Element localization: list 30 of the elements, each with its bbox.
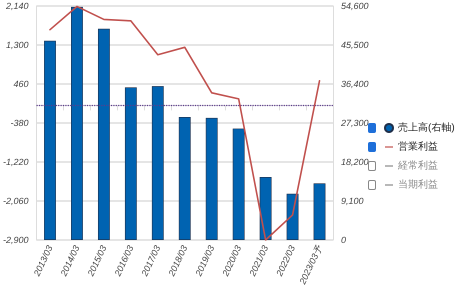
legend-label: 売上高(右軸) xyxy=(398,122,455,134)
y-tick-label: -2,900 xyxy=(2,235,29,245)
bar xyxy=(124,87,137,240)
y-tick-label: 1,300 xyxy=(6,40,29,50)
y2-tick-label: 18,200 xyxy=(341,157,369,167)
bar xyxy=(178,117,191,240)
y2-tick-label: 45,500 xyxy=(341,40,369,50)
y2-tick-label: 36,400 xyxy=(341,79,369,89)
bar xyxy=(286,194,298,240)
y-tick-label: 460 xyxy=(13,79,29,89)
y2-tick-label: 0 xyxy=(341,235,346,245)
legend-label: 営業利益 xyxy=(398,140,438,152)
y-tick-label: 2,140 xyxy=(4,1,29,11)
y-tick-label: -2,060 xyxy=(2,196,29,206)
bar xyxy=(232,128,245,240)
bar xyxy=(152,86,164,240)
bar xyxy=(44,40,56,240)
legend-label: 当期利益 xyxy=(398,178,438,190)
y2-tick-label: 54,600 xyxy=(341,1,369,11)
y-tick-label: -380 xyxy=(10,118,29,128)
y-tick-label: -1,220 xyxy=(2,157,29,167)
y2-tick-label: 27,300 xyxy=(340,118,369,128)
bar xyxy=(98,28,110,240)
bar xyxy=(314,183,326,240)
bar xyxy=(71,6,83,240)
bar xyxy=(206,118,218,240)
line-series xyxy=(49,6,320,241)
y2-tick-label: 9,100 xyxy=(341,196,364,206)
legend-label: 経常利益 xyxy=(397,160,438,172)
bar xyxy=(260,177,272,240)
